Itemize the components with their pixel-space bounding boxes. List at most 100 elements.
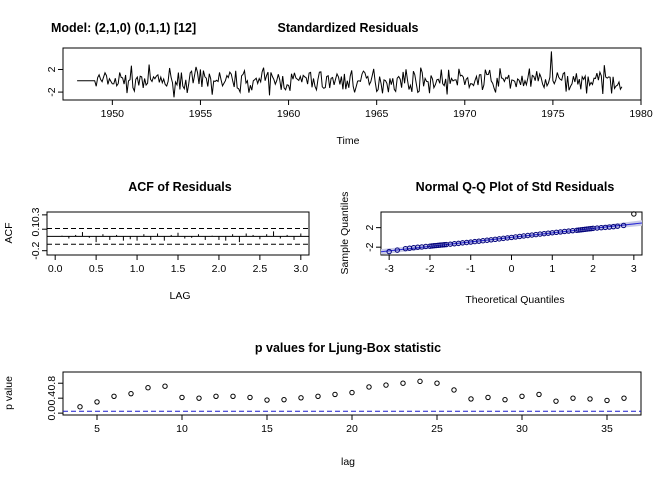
- ljungbox-point: [315, 393, 321, 400]
- ljungbox-point: [468, 396, 474, 402]
- qq-xtick-label: -2: [425, 263, 434, 275]
- acf-ytick-label: 0.1: [30, 222, 42, 237]
- qq-xtick-label: -3: [384, 263, 393, 275]
- ljungbox-point: [298, 395, 304, 401]
- residuals-xlabel: Time: [337, 135, 360, 147]
- ljungbox-xtick-label: 35: [601, 423, 613, 435]
- qq-point: [614, 223, 621, 229]
- ljungbox-y-axis: 0.00.40.8: [46, 376, 63, 421]
- qq-point: [386, 248, 392, 255]
- ljungbox-point: [400, 380, 406, 386]
- ljungbox-point: [247, 394, 253, 401]
- residuals-xtick-label: 1975: [541, 108, 565, 120]
- acf-ytick-label: -0.2: [30, 241, 42, 259]
- ljungbox-points: [63, 378, 641, 412]
- acf-xtick-label: 0.0: [48, 263, 63, 275]
- qq-point: [394, 247, 401, 253]
- qq-xtick-label: 0: [509, 263, 515, 275]
- residuals-plot-frame: [62, 47, 642, 101]
- ljungbox-point: [417, 378, 423, 385]
- ljungbox-point: [383, 382, 389, 388]
- ljungbox-xtick-label: 20: [346, 423, 358, 435]
- qq-y-axis: -2 2: [364, 225, 381, 252]
- ljungbox-point: [604, 397, 610, 404]
- ljungbox-point: [553, 398, 559, 404]
- residuals-ytick-label: -2: [46, 87, 58, 96]
- qq-ytick-label: 2: [364, 225, 376, 231]
- ljungbox-point: [366, 384, 372, 390]
- acf-ylabel: ACF: [3, 223, 15, 244]
- acf-xtick-label: 2.0: [212, 263, 227, 275]
- residuals-title: Standardized Residuals: [277, 21, 418, 35]
- acf-bars: [47, 227, 309, 245]
- qq-point: [620, 222, 627, 229]
- ljungbox-point: [519, 393, 525, 400]
- ljungbox-point: [332, 391, 338, 398]
- qq-ytick-label: -2: [364, 242, 376, 251]
- residuals-ytick-label: 2: [46, 66, 58, 72]
- qq-points: [380, 211, 643, 255]
- qq-xtick-label: -1: [466, 263, 475, 275]
- ljungbox-point: [77, 404, 83, 410]
- qq-xtick-label: 1: [549, 263, 555, 275]
- qq-xlabel: Theoretical Quantiles: [465, 294, 564, 306]
- ljungbox-point: [502, 396, 508, 403]
- qq-ylabel: Sample Quantiles: [339, 192, 351, 275]
- qq-point: [631, 211, 637, 217]
- acf-xtick-label: 1.0: [130, 263, 145, 275]
- ljungbox-point: [145, 385, 151, 391]
- qq-title: Normal Q-Q Plot of Std Residuals: [416, 180, 615, 194]
- qq-panel: Normal Q-Q Plot of Std Residuals -22 -3-…: [339, 180, 643, 306]
- model-label: Model: (2,1,0) (0,1,1) [12]: [51, 21, 196, 35]
- ljungbox-point: [213, 393, 219, 400]
- ljungbox-point: [111, 393, 117, 400]
- acf-x-axis: 0.0 0.5 1.0 1.5 2.0 2.5 3.0: [48, 255, 308, 275]
- residuals-xtick-label: 1955: [189, 108, 213, 120]
- ljungbox-title: p values for Ljung-Box statistic: [255, 341, 441, 355]
- ljungbox-point: [621, 395, 627, 401]
- ljungbox-ylabel: p value: [3, 376, 15, 410]
- qq-point: [441, 242, 447, 248]
- ljungbox-ytick-label: 0.0: [46, 406, 58, 421]
- qq-xtick-label: 3: [631, 263, 637, 275]
- acf-panel: ACF of Residuals -0.2 0.10.3 0.0 0.5 1.0 1.5…: [3, 180, 310, 302]
- residuals-xtick-label: 1965: [365, 108, 389, 120]
- qq-x-axis: -3 -2 -1 0 1 2 3: [384, 255, 637, 275]
- residuals-panel: Model: (2,1,0) (0,1,1) [12] Standardized…: [46, 21, 653, 147]
- ljungbox-x-axis: 5 10 15 20 25 30 35: [94, 415, 613, 435]
- ljungbox-point: [536, 391, 542, 398]
- ljungbox-point: [264, 397, 270, 403]
- acf-xtick-label: 0.5: [89, 263, 104, 275]
- acf-xtick-label: 2.5: [253, 263, 268, 275]
- ljungbox-point: [94, 399, 100, 405]
- ljungbox-point: [230, 393, 236, 400]
- ljungbox-xlabel: lag: [341, 456, 355, 468]
- qq-xtick-label: 2: [590, 263, 596, 275]
- ljungbox-point: [281, 396, 287, 403]
- ljungbox-point: [587, 396, 593, 402]
- residuals-xtick-label: 1970: [453, 108, 477, 120]
- residuals-xtick-label: 1960: [277, 108, 301, 120]
- acf-ytick-label: 0.3: [30, 207, 42, 222]
- ljungbox-point: [434, 380, 440, 386]
- ljungbox-xtick-label: 5: [94, 423, 100, 435]
- ljungbox-ytick-label: 0.8: [46, 376, 58, 391]
- ljungbox-point: [485, 394, 491, 401]
- ljungbox-xtick-label: 25: [431, 423, 443, 435]
- ljungbox-xtick-label: 15: [261, 423, 273, 435]
- acf-title: ACF of Residuals: [128, 180, 232, 194]
- acf-xtick-label: 1.5: [171, 263, 186, 275]
- ljungbox-point: [451, 387, 457, 393]
- ljungbox-plot-frame: [62, 371, 642, 416]
- ljungbox-ytick-label: 0.4: [46, 391, 58, 406]
- ljungbox-point: [570, 395, 576, 401]
- residuals-series: [77, 51, 623, 98]
- ljungbox-panel: p values for Ljung-Box statistic 0.00.40…: [3, 341, 642, 468]
- residuals-line: [77, 51, 623, 98]
- residuals-y-axis: -2 2: [46, 66, 63, 97]
- qq-reference-line: [380, 222, 643, 253]
- ljungbox-point: [128, 390, 134, 397]
- acf-y-axis: -0.2 0.10.3: [30, 207, 47, 260]
- ljungbox-point: [162, 383, 168, 389]
